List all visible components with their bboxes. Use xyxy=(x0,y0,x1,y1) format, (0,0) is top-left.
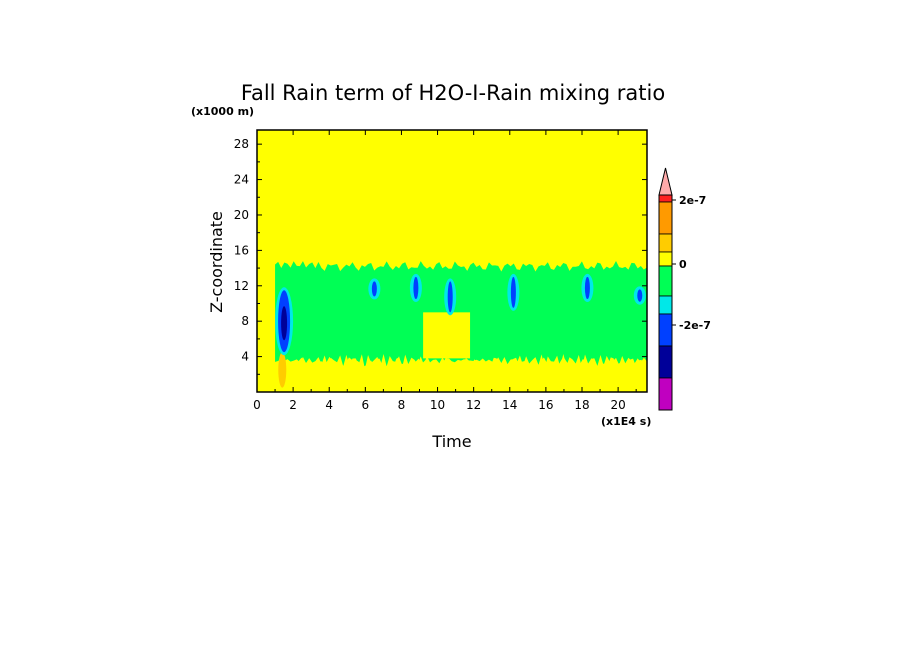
colorbar-segment xyxy=(658,295,673,315)
x-tick-label: 6 xyxy=(362,398,370,412)
colorbar-segment xyxy=(658,251,673,267)
negative-core xyxy=(444,278,457,316)
x-tick-label: 2 xyxy=(289,398,297,412)
x-axis: 0 2 4 6 8 10 12 14 16 18 20 xyxy=(253,130,637,412)
colorbar: 2e-7 0 -2e-7 xyxy=(658,167,711,411)
x-axis-label: Time xyxy=(431,432,471,451)
negative-core xyxy=(409,273,422,303)
colorbar-segment xyxy=(658,345,673,379)
x-tick-label: 10 xyxy=(430,398,445,412)
colorbar-tick-label: 2e-7 xyxy=(679,194,706,207)
colorbar-tick-label: -2e-7 xyxy=(679,319,711,332)
y-unit-label: (x1000 m) xyxy=(191,105,254,118)
x-tick-label: 12 xyxy=(466,398,481,412)
colorbar-segment xyxy=(658,194,673,203)
x-tick-label: 8 xyxy=(398,398,406,412)
colorbar-segment xyxy=(658,233,673,253)
colorbar-segment xyxy=(658,377,673,411)
negative-core xyxy=(368,278,381,300)
x-tick-label: 0 xyxy=(253,398,261,412)
negative-core xyxy=(633,286,646,305)
negative-core-body xyxy=(584,276,590,300)
negative-core-body xyxy=(413,276,419,300)
inner-zero-window xyxy=(423,312,471,359)
y-tick-label: 4 xyxy=(241,350,249,364)
negative-core-minimum xyxy=(281,306,288,341)
positive-patch xyxy=(278,352,287,388)
y-axis: 4 8 12 16 20 24 28 xyxy=(234,137,647,375)
negative-core xyxy=(507,273,520,311)
plot-frame xyxy=(256,129,648,393)
x-tick-label: 16 xyxy=(538,398,553,412)
y-tick-label: 28 xyxy=(234,137,249,151)
negative-core-body xyxy=(510,276,516,308)
plot-area xyxy=(257,130,647,392)
colorbar-segment xyxy=(658,265,673,297)
x-tick-label: 20 xyxy=(610,398,625,412)
x-tick-label: 14 xyxy=(502,398,517,412)
colorbar-overflow-triangle xyxy=(658,167,673,196)
colorbar-tick-label: 0 xyxy=(679,258,687,271)
x-tick-label: 4 xyxy=(325,398,333,412)
chart-title: Fall Rain term of H2O-I-Rain mixing rati… xyxy=(241,81,665,105)
negative-core-body xyxy=(447,281,453,313)
y-tick-label: 16 xyxy=(234,243,249,257)
low-level-zero xyxy=(257,356,647,392)
y-axis-label: Z-coordinate xyxy=(207,211,226,313)
negative-core xyxy=(581,273,594,303)
colorbar-segment xyxy=(658,201,673,235)
negative-core-body xyxy=(371,281,377,297)
colorbar-segment xyxy=(658,313,673,347)
negative-core xyxy=(275,287,294,356)
y-tick-label: 12 xyxy=(234,279,249,293)
y-tick-label: 8 xyxy=(241,314,249,328)
x-unit-label: (x1E4 s) xyxy=(601,415,651,428)
y-tick-label: 20 xyxy=(234,208,249,222)
negative-core-body xyxy=(637,289,643,302)
y-tick-label: 24 xyxy=(234,173,249,187)
colorbar-frame xyxy=(658,194,673,411)
x-tick-label: 18 xyxy=(574,398,589,412)
